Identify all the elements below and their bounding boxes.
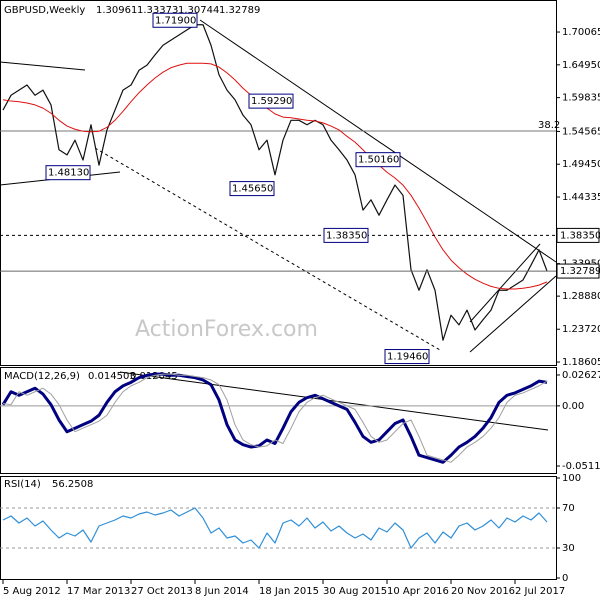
series-line xyxy=(2,507,548,549)
fib-label: 38.2 xyxy=(538,120,560,131)
trendline xyxy=(94,147,441,351)
annotation-label: 1.19460 xyxy=(387,352,428,363)
ohlc-close: 1.32789 xyxy=(219,5,260,16)
chart-title: GBPUSD,Weekly xyxy=(4,5,85,16)
series-line xyxy=(2,24,548,341)
x-tick-label: 8 Jun 2014 xyxy=(195,586,249,597)
y-tick-label: 0.00 xyxy=(562,401,584,412)
level-label: 1.38350 xyxy=(560,230,600,241)
y-tick-label: -0.051137 xyxy=(562,461,600,472)
x-tick-label: 27 Oct 2013 xyxy=(131,586,193,597)
series-line xyxy=(1,372,548,464)
x-tick-label: 18 Jan 2015 xyxy=(259,586,319,597)
annotation-box xyxy=(229,181,275,197)
x-tick-label: 5 Aug 2012 xyxy=(3,586,61,597)
macd-panel xyxy=(0,367,557,474)
y-tick-label: 0.026276 xyxy=(562,370,600,381)
annotation-box xyxy=(248,93,294,109)
annotation-box xyxy=(152,12,198,28)
annotation-label: 1.45650 xyxy=(232,184,273,195)
macd-reading: 0.014503 xyxy=(88,371,136,382)
annotation-box xyxy=(323,227,369,243)
y-tick-label: 30 xyxy=(562,543,575,554)
trendline xyxy=(469,275,557,353)
rsi-reading: 56.2508 xyxy=(52,479,93,490)
x-tick-label: 17 Mar 2013 xyxy=(67,586,130,597)
x-tick-label: 20 Nov 2016 xyxy=(451,586,515,597)
x-tick-label: 2 Jul 2017 xyxy=(515,586,565,597)
annotation-label: 1.50160 xyxy=(358,155,399,166)
y-tick-label: 1.59835 xyxy=(562,93,600,104)
level-box xyxy=(556,227,600,243)
y-tick-label: 1.70065 xyxy=(562,27,600,38)
x-tick-label: 10 Apr 2016 xyxy=(387,586,449,597)
trendline xyxy=(199,19,557,263)
y-tick-label: 1.28880 xyxy=(562,291,600,302)
annotation-label: 1.71900 xyxy=(155,15,196,26)
annotation-box xyxy=(355,152,401,168)
y-tick-label: 1.18605 xyxy=(562,357,600,368)
y-tick-label: 1.54565 xyxy=(562,126,600,137)
x-tick-label: 30 Aug 2015 xyxy=(323,586,387,597)
annotation-label: 1.38350 xyxy=(326,230,367,241)
price-panel xyxy=(0,0,557,366)
ohlc-low: 1.30744 xyxy=(178,5,219,16)
annotation-box xyxy=(45,165,91,181)
y-tick-label: 0 xyxy=(562,573,568,584)
y-tick-label: 1.23720 xyxy=(562,324,600,335)
annotation-label: 1.48130 xyxy=(48,168,89,179)
trendline xyxy=(469,243,541,323)
last-price-box xyxy=(556,263,600,279)
y-tick-label: 1.49450 xyxy=(562,159,600,170)
ohlc-high: 1.33373 xyxy=(137,5,178,16)
series-line xyxy=(2,62,548,290)
watermark: ActionForex.com xyxy=(135,317,318,342)
y-tick-label: 70 xyxy=(562,503,575,514)
y-tick-label: 1.64950 xyxy=(562,60,600,71)
chart-title: MACD(12,26,9) xyxy=(4,371,80,382)
y-tick-label: 1.44335 xyxy=(562,192,600,203)
last-price-label: 1.32789 xyxy=(560,266,600,277)
series-line xyxy=(2,373,548,463)
trendline xyxy=(0,61,86,71)
rsi-panel xyxy=(0,476,557,580)
signal-reading: 0.012045 xyxy=(130,371,178,382)
chart-title: RSI(14) xyxy=(4,479,41,490)
annotation-box xyxy=(384,349,430,365)
annotation-label: 1.59290 xyxy=(251,96,292,107)
y-tick-label: 100 xyxy=(562,473,581,484)
ohlc-open: 1.30961 xyxy=(96,5,137,16)
trendline xyxy=(119,371,549,431)
